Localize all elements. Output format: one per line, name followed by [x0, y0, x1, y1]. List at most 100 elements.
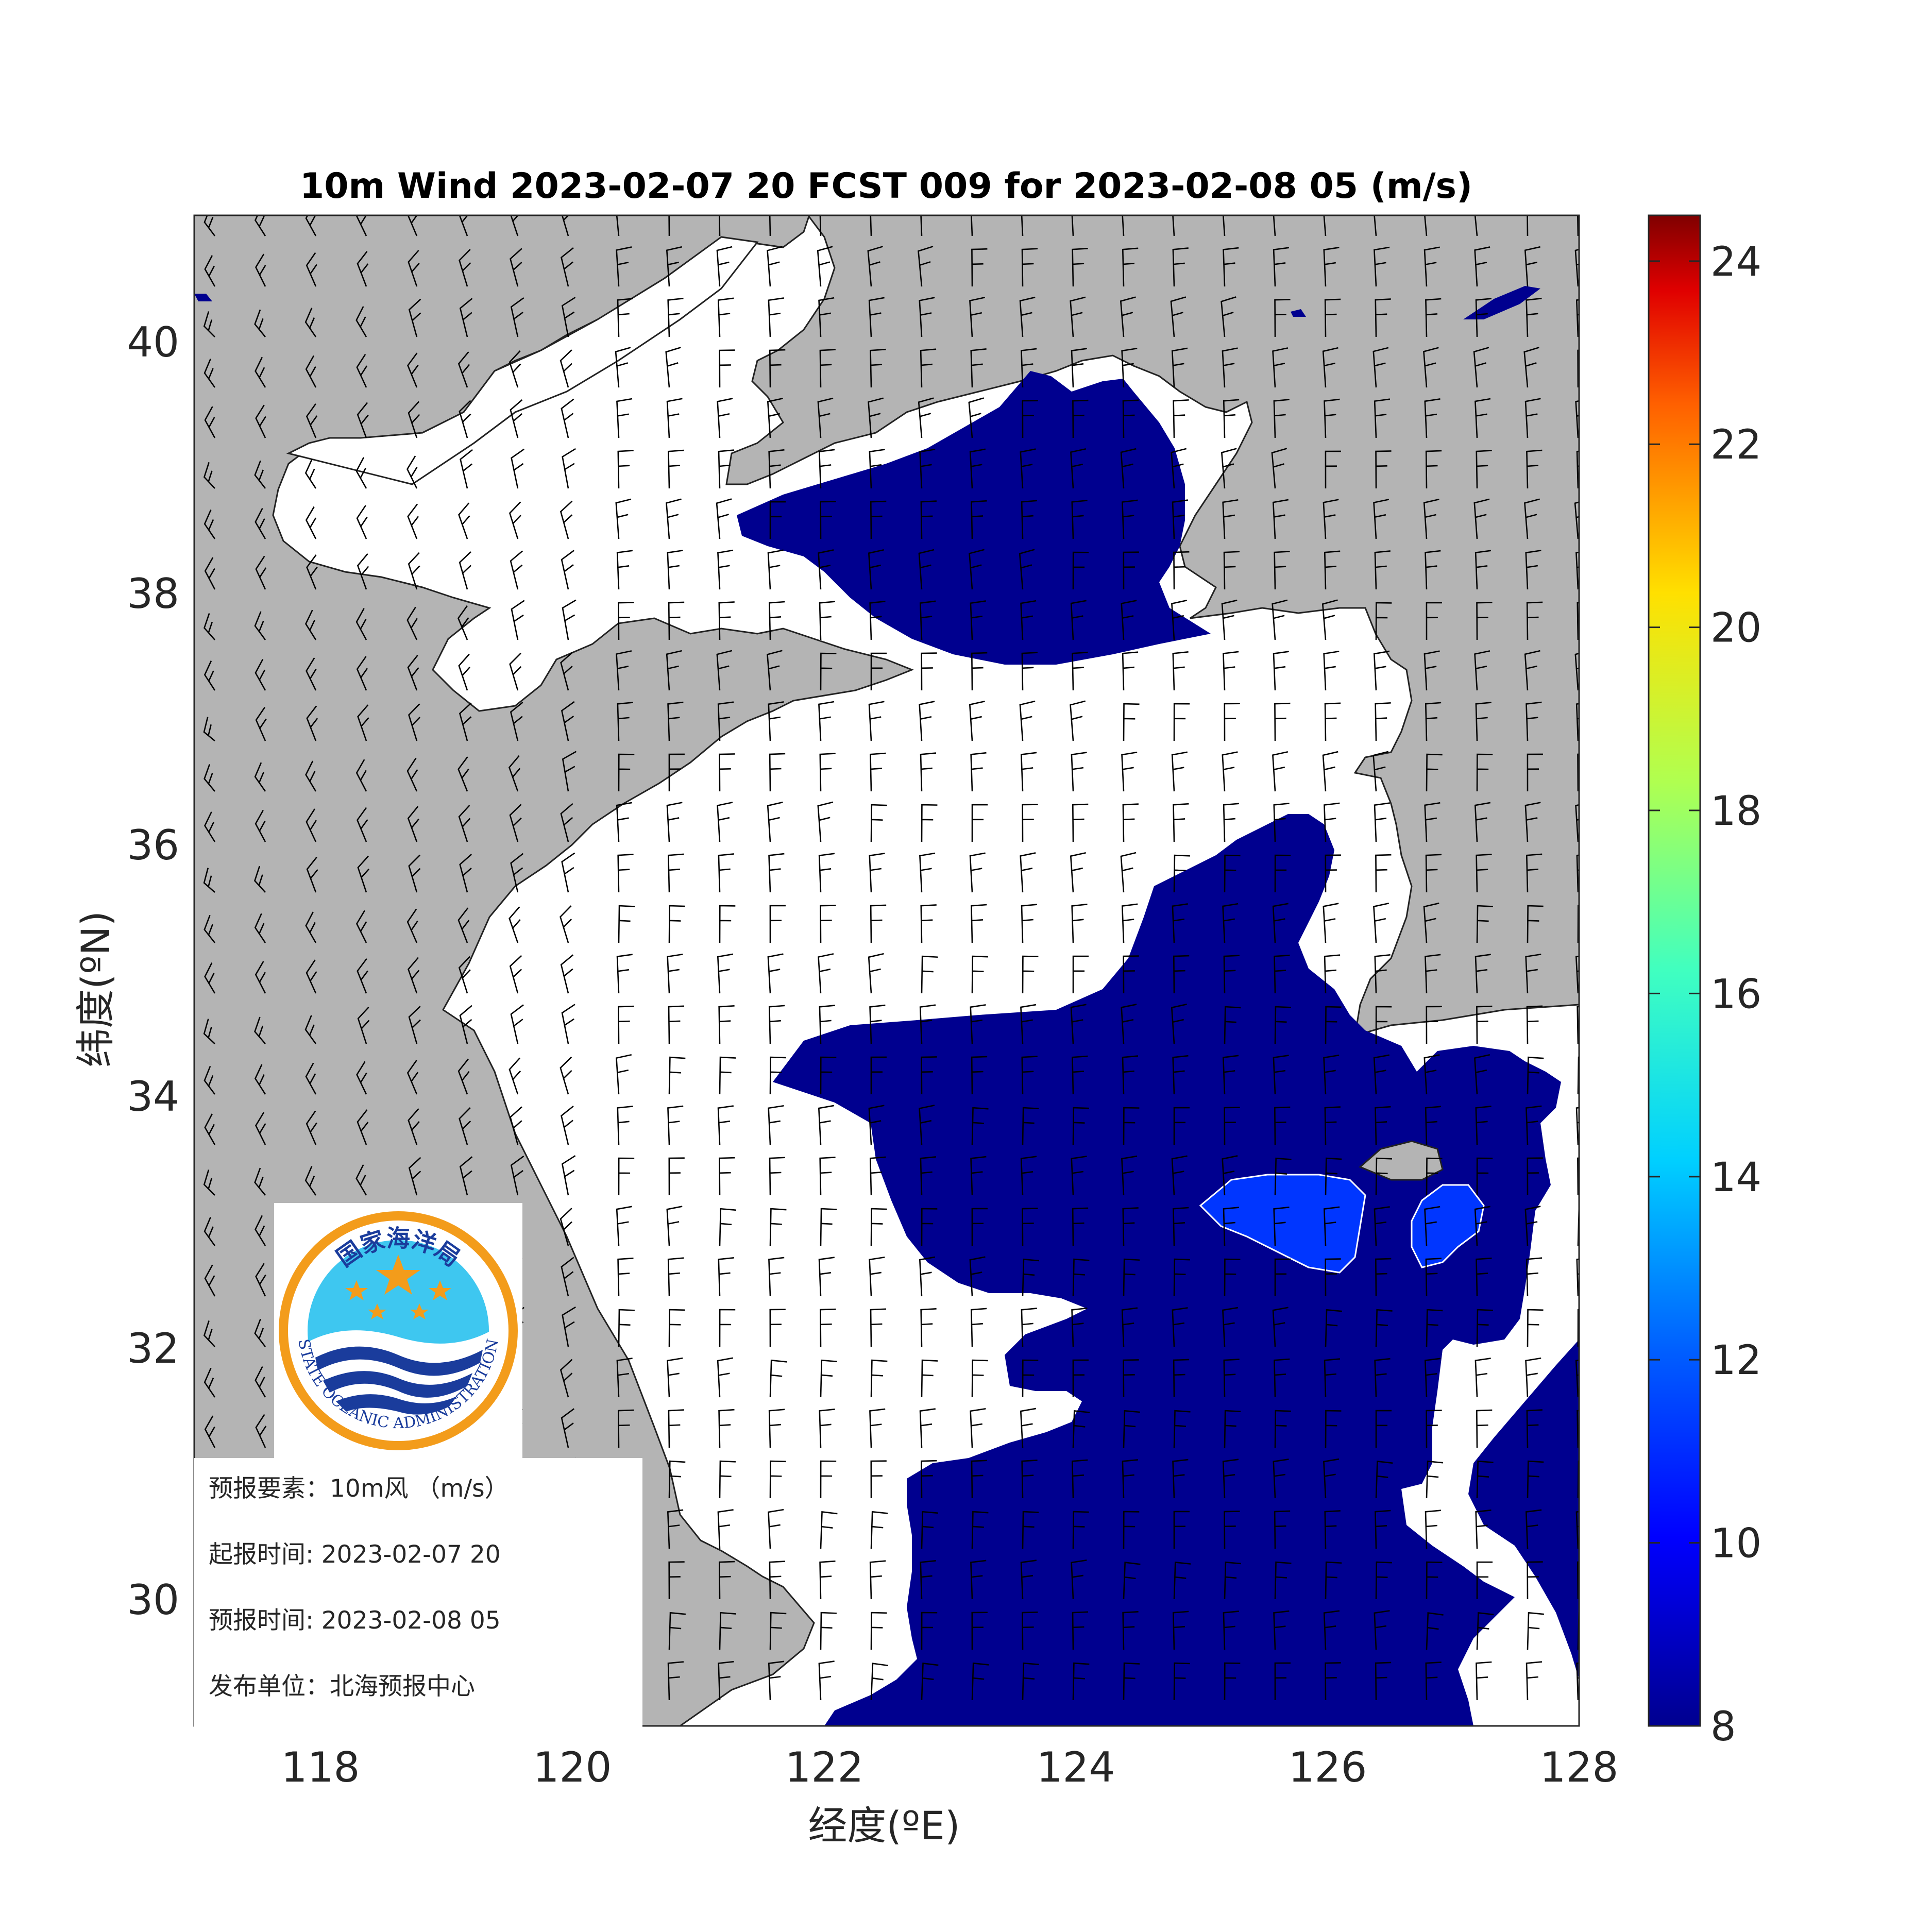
wind-barb: [1476, 753, 1493, 792]
wind-barb: [204, 914, 216, 943]
wind-barb: [920, 1308, 937, 1347]
wind-barb: [667, 1257, 684, 1297]
island-land: [1359, 1140, 1444, 1181]
wind-barb: [820, 1359, 837, 1398]
wind-barb: [1325, 1006, 1342, 1044]
wind-barb: [616, 1054, 632, 1095]
wind-barb: [868, 297, 885, 337]
wind-barb: [716, 246, 733, 287]
wind-barb: [1574, 652, 1579, 691]
wind-barb: [968, 397, 984, 438]
wind-barb: [1373, 1054, 1389, 1095]
wind-barb: [1274, 1561, 1292, 1600]
wind-barb: [869, 1408, 886, 1448]
wind-barb: [1426, 1460, 1444, 1499]
wind-barb: [1070, 1004, 1087, 1044]
wind-barb: [408, 854, 421, 893]
wind-barb: [969, 700, 985, 741]
wind-barb: [1524, 1206, 1541, 1246]
wind-barb: [562, 599, 577, 640]
y-tick-label: 40: [127, 318, 179, 366]
wind-barb: [667, 1105, 684, 1145]
wind-barb: [1019, 700, 1036, 741]
wind-barb: [1325, 1309, 1343, 1347]
wind-barb: [768, 701, 784, 741]
wind-barb: [561, 701, 575, 741]
wind-barb: [561, 297, 576, 337]
wind-barb: [920, 1560, 936, 1600]
wind-barb: [970, 1156, 987, 1196]
colorbar-labels: 8 10 12 14 16 18 20 22 24: [1710, 239, 1761, 1750]
wind-barb: [408, 1006, 421, 1044]
wind-barb: [819, 215, 822, 236]
wind-barb: [561, 1408, 574, 1448]
wind-barb: [667, 1661, 684, 1701]
wind-barb: [921, 1359, 938, 1398]
wind-barb: [1423, 347, 1439, 388]
wind-barb: [357, 402, 369, 438]
wind-barb: [1323, 215, 1327, 236]
wind-barb: [357, 807, 368, 842]
wind-barb: [305, 215, 317, 236]
wind-barb: [255, 404, 266, 438]
wind-barb: [1526, 701, 1542, 741]
wind-barb: [870, 215, 872, 236]
wind-barb: [767, 801, 783, 842]
wind-barb: [1424, 1358, 1441, 1398]
wind-barb: [204, 811, 216, 842]
wind-barb: [1173, 703, 1190, 741]
wind-barb: [1576, 1258, 1579, 1297]
wind-barb: [1324, 550, 1341, 590]
wind-barb: [1526, 297, 1542, 337]
wind-barb: [868, 1105, 885, 1145]
wind-barb: [1273, 1055, 1289, 1095]
wind-barb: [1224, 1006, 1241, 1044]
wind-barb: [560, 500, 573, 539]
wind-barb: [1425, 854, 1442, 893]
wind-barb: [1171, 751, 1188, 792]
wind-barb: [255, 707, 267, 741]
wind-barb: [818, 701, 835, 741]
wind-barb: [1426, 602, 1442, 640]
wind-barb: [1171, 600, 1188, 640]
wind-barb: [1070, 296, 1086, 337]
wind-barb: [768, 1409, 785, 1448]
wind-barb: [668, 1561, 685, 1600]
wind-barb: [1476, 1612, 1494, 1650]
wind-barb: [818, 549, 834, 590]
wind-barb: [510, 1106, 522, 1145]
wind-barb: [1071, 903, 1088, 943]
info-element: 预报要素：10m风 （m/s）: [209, 1475, 509, 1503]
wind-barb: [1222, 903, 1239, 943]
wind-barb: [921, 1208, 938, 1246]
wind-barb: [970, 600, 986, 640]
wind-barb: [1474, 1054, 1490, 1095]
wind-barb: [510, 1156, 524, 1196]
wind-barb: [1120, 296, 1136, 337]
wind-barb: [1272, 599, 1288, 640]
wind-barb: [717, 701, 734, 741]
wind-barb: [204, 358, 216, 388]
wind-barb: [1170, 296, 1187, 337]
wind-barb: [1123, 955, 1139, 994]
wind-barb: [1123, 1258, 1140, 1297]
wind-barb: [1020, 1408, 1037, 1448]
forecast-info-panel: 预报要素：10m风 （m/s） 起报时间: 2023-02-07 20 预报时间…: [194, 1458, 642, 1732]
x-tick-label: 118: [281, 1743, 360, 1791]
wind-barb: [921, 1056, 937, 1095]
plot-area: [194, 215, 1579, 1726]
wind-barb: [1324, 1358, 1341, 1398]
wind-barb: [616, 398, 633, 438]
wind-barb: [1171, 1155, 1188, 1196]
wind-barb: [1022, 1107, 1039, 1145]
wind-barb: [561, 1257, 574, 1297]
wind-barb: [717, 1509, 734, 1549]
wind-barb: [1375, 1662, 1392, 1701]
y-tick-label: 36: [127, 821, 179, 869]
wind-barb: [1322, 751, 1338, 792]
wind-barb: [1020, 852, 1036, 893]
wind-barb: [1424, 802, 1440, 842]
wind-barb: [769, 1208, 787, 1246]
wind-barb: [666, 498, 682, 539]
wind-barb: [719, 1460, 736, 1499]
